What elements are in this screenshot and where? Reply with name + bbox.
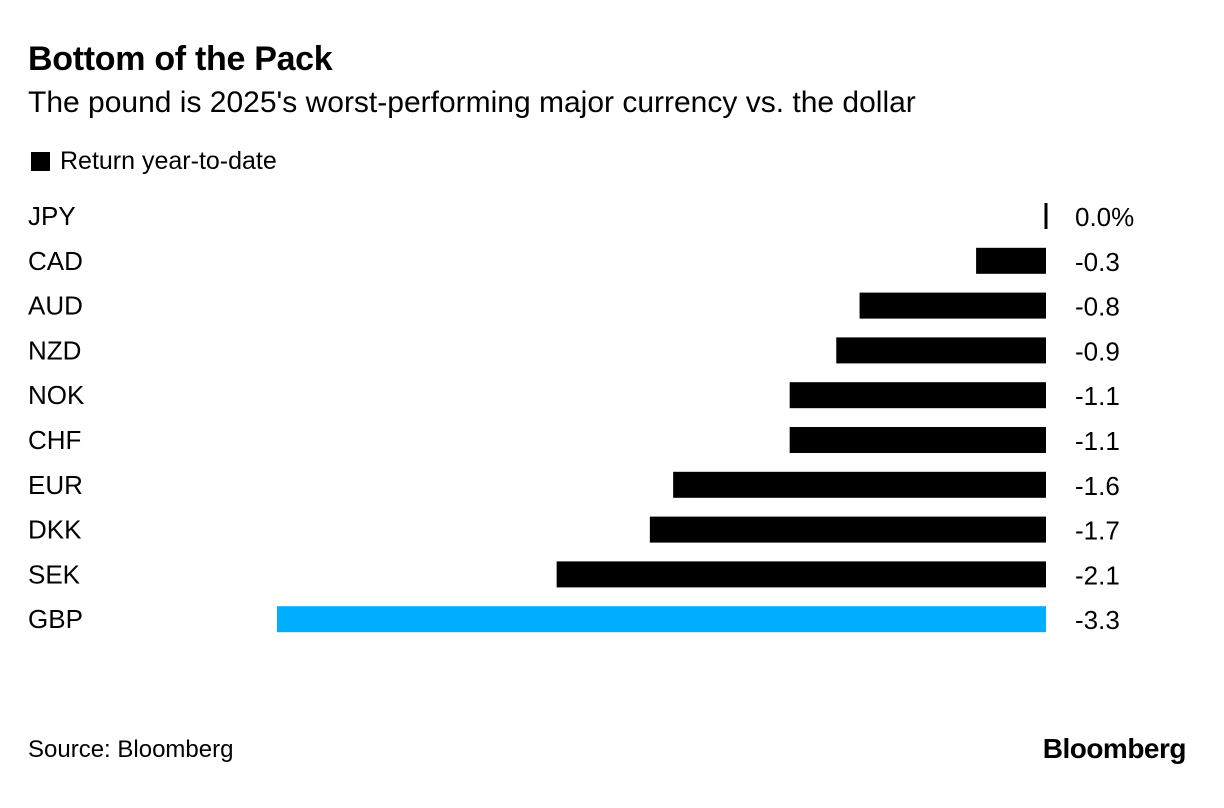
bar bbox=[789, 382, 1046, 409]
bar bbox=[673, 471, 1046, 498]
bar bbox=[789, 427, 1046, 453]
bar bbox=[649, 516, 1046, 543]
legend-swatch bbox=[31, 152, 50, 171]
bar bbox=[1044, 203, 1048, 229]
category-label: GBP bbox=[28, 604, 83, 634]
legend-label: Return year-to-date bbox=[60, 147, 277, 175]
category-label: AUD bbox=[28, 291, 83, 321]
brand-logo: Bloomberg bbox=[1042, 733, 1187, 764]
value-label: -0.8 bbox=[1075, 292, 1120, 322]
category-label: DKK bbox=[28, 515, 82, 545]
chart-subtitle: The pound is 2025's worst-performing maj… bbox=[28, 86, 916, 119]
category-label: CAD bbox=[28, 246, 83, 276]
value-label: -1.1 bbox=[1075, 426, 1120, 456]
bar bbox=[859, 292, 1046, 319]
bar bbox=[976, 247, 1046, 274]
bar bbox=[836, 337, 1046, 364]
bar bbox=[556, 561, 1046, 588]
value-label: 0.0% bbox=[1075, 202, 1134, 232]
source-note: Source: Bloomberg bbox=[28, 736, 234, 763]
value-label: -1.7 bbox=[1075, 516, 1120, 546]
category-label: NOK bbox=[28, 380, 85, 410]
legend: Return year-to-date bbox=[31, 147, 277, 176]
category-label: JPY bbox=[28, 201, 76, 231]
category-label: SEK bbox=[28, 559, 81, 589]
bar-chart: JPY 0.0% CAD -0.3 AUD -0.8 NZD -0.9 NOK -1.1 CHF -1… bbox=[28, 201, 1134, 635]
value-label: -3.3 bbox=[1075, 605, 1120, 635]
category-label: NZD bbox=[28, 335, 81, 365]
value-label: -0.3 bbox=[1075, 247, 1120, 277]
value-label: -2.1 bbox=[1075, 560, 1120, 590]
value-label: -1.1 bbox=[1075, 381, 1120, 411]
value-label: -1.6 bbox=[1075, 471, 1120, 501]
category-label: EUR bbox=[28, 470, 83, 500]
category-label: CHF bbox=[28, 425, 81, 455]
value-label: -0.9 bbox=[1075, 336, 1120, 366]
chart-title: Bottom of the Pack bbox=[28, 40, 333, 78]
bar bbox=[277, 606, 1046, 633]
